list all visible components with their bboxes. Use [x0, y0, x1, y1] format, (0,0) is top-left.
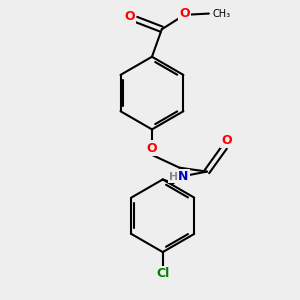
- Text: O: O: [179, 7, 190, 20]
- Text: O: O: [221, 134, 232, 147]
- Text: N: N: [178, 170, 189, 183]
- Text: O: O: [147, 142, 157, 154]
- Text: H: H: [169, 172, 178, 182]
- Text: CH₃: CH₃: [213, 9, 231, 19]
- Text: O: O: [124, 10, 135, 23]
- Text: Cl: Cl: [156, 267, 169, 280]
